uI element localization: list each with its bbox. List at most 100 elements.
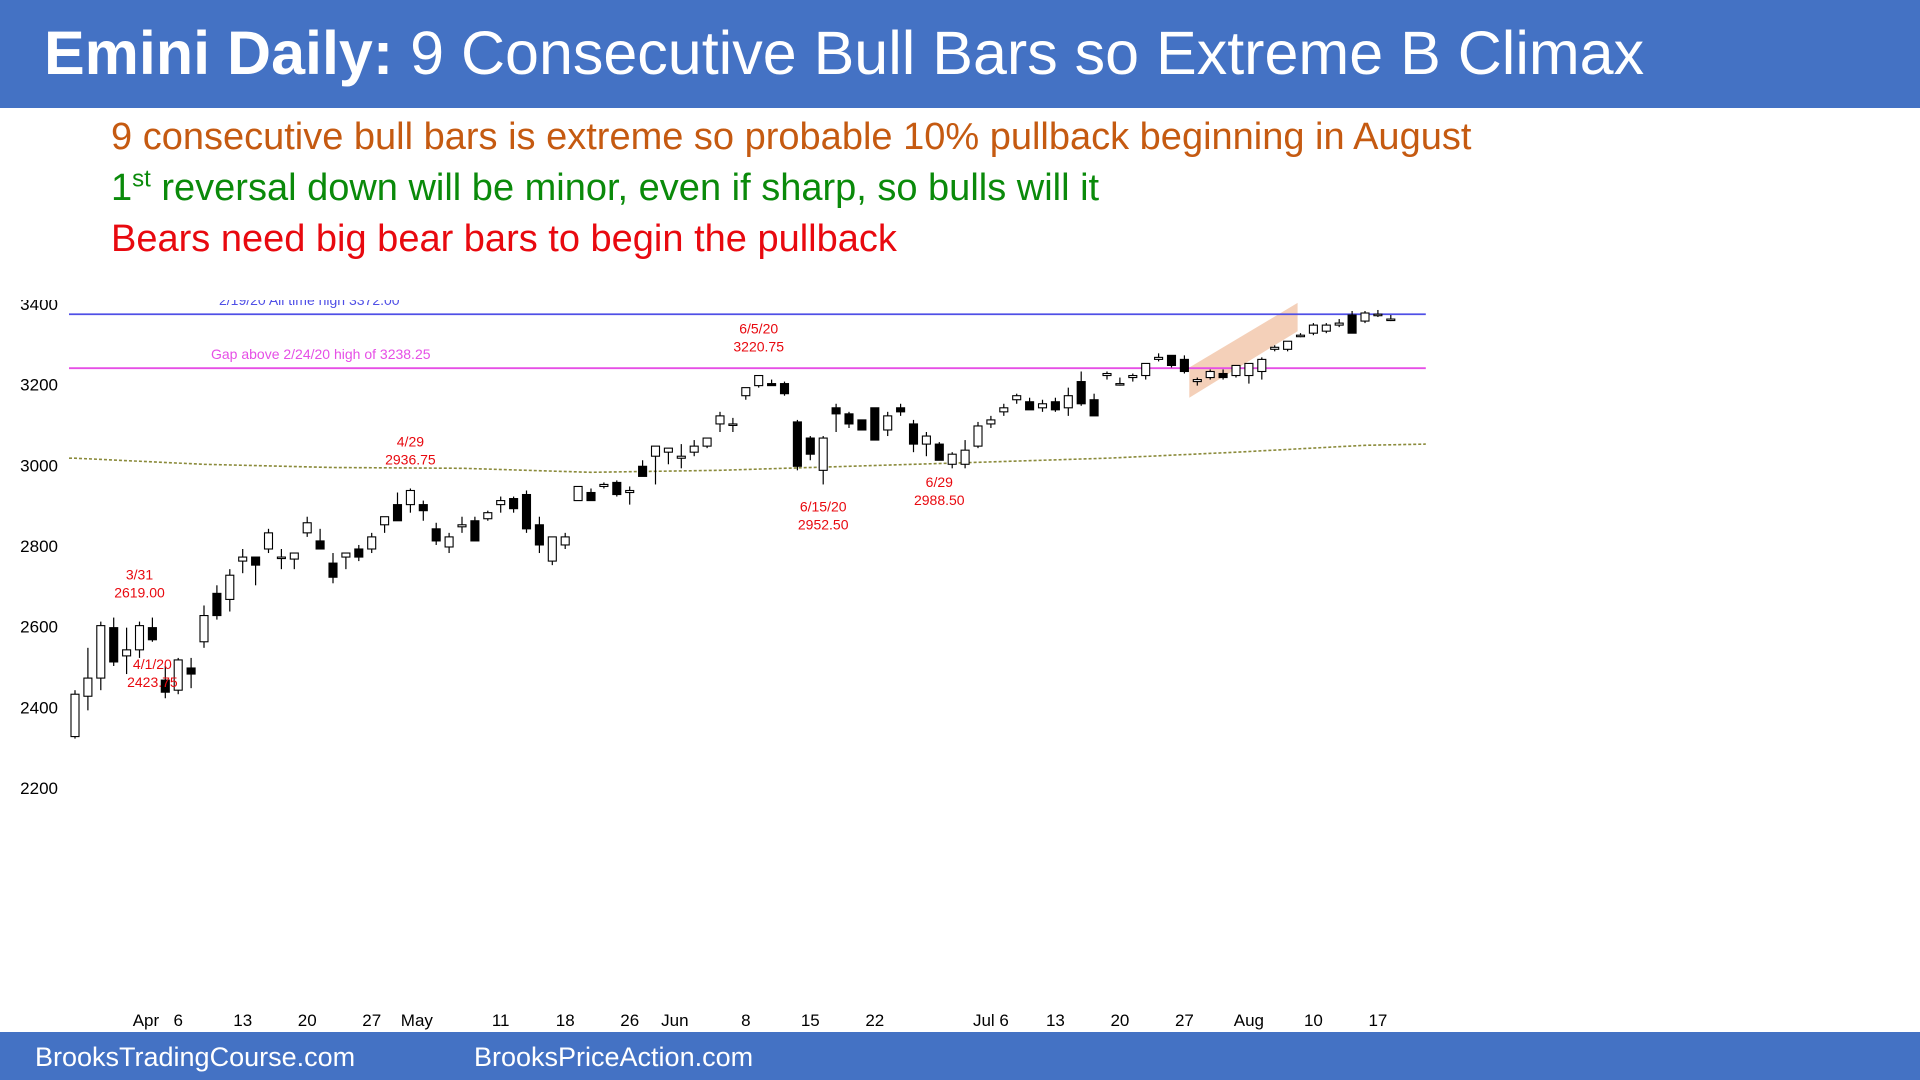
y-tick-label: 3200 [20, 376, 58, 395]
x-tick-label: 10 [1304, 1011, 1323, 1030]
bull-candle-body [728, 423, 738, 426]
candle [844, 411, 854, 428]
candle [1141, 362, 1151, 380]
bull-candle-body [1270, 346, 1280, 350]
candle [857, 419, 867, 431]
candlestick-chart: 2/19/20 All time high 3372.00 Gap above 2… [20, 300, 1426, 1030]
bear-candle-body [896, 407, 906, 413]
bear-candle-body [147, 627, 157, 641]
annotation-date: 6/15/20 [800, 498, 847, 514]
bear-candle-body [844, 413, 854, 425]
annotations-layer: 3/31 2619.00 4/1/20 2423.75 4/29 2936.75 6/5/2… [114, 321, 965, 690]
bull-candle-body [573, 485, 583, 502]
annotation-date: 6/29 [926, 474, 953, 490]
bear-candle-body [354, 548, 364, 558]
candle [1270, 345, 1280, 352]
bull-candle-body [1283, 340, 1293, 350]
bull-candle-body [1141, 362, 1151, 377]
candle [1373, 309, 1383, 318]
bull-candle-body [818, 437, 828, 471]
bear-candle-body [470, 520, 480, 542]
candle [702, 437, 712, 449]
candle [380, 516, 390, 533]
x-tick-label: May [401, 1011, 434, 1030]
candle [521, 490, 532, 533]
bull-candle-body [560, 536, 570, 546]
candle [999, 403, 1009, 416]
bull-candle-body [367, 536, 377, 550]
candle [302, 516, 312, 537]
candle [1360, 310, 1370, 324]
bear-candle-body [509, 498, 519, 510]
candle [509, 496, 519, 513]
bull-candle-body [1373, 313, 1383, 317]
candle [444, 532, 454, 554]
bear-candle-body [1179, 358, 1189, 373]
x-tick-label: Aug [1234, 1011, 1264, 1030]
candle [315, 528, 325, 550]
y-axis-layer: 2200 2400 2600 2800 3000 3200 3400 [20, 300, 58, 798]
note-reversal-suffix: st [132, 165, 151, 193]
bull-candle-body [1257, 358, 1267, 373]
candle [534, 516, 544, 554]
candle [934, 442, 944, 461]
candle [70, 690, 80, 739]
bull-candle-body [122, 649, 132, 657]
candle [663, 447, 673, 465]
annotation-price: 2952.50 [798, 516, 849, 532]
footer-banner [0, 1032, 1920, 1080]
bull-candle-body [715, 415, 725, 425]
candle [728, 417, 738, 433]
candle [625, 486, 635, 505]
bull-candle-body [1231, 364, 1241, 377]
bull-candle-body [754, 374, 764, 387]
candle [883, 411, 893, 437]
candle [896, 403, 906, 416]
bull-candle-body [921, 435, 931, 445]
bear-candle-body [328, 562, 338, 578]
candle [1179, 355, 1189, 374]
bull-candle-body [444, 536, 454, 548]
candle [1115, 377, 1125, 386]
bull-candle-body [741, 387, 751, 397]
footer-link-tradingcourse[interactable]: BrooksTradingCourse.com [35, 1042, 356, 1072]
bull-candle-body [1154, 356, 1164, 360]
candle [947, 452, 957, 469]
bull-candle-body [302, 522, 312, 534]
bear-candle-body [1089, 399, 1099, 417]
bear-candle-body [418, 504, 428, 512]
annotation-date: 4/29 [397, 433, 424, 449]
annotation-price: 3220.75 [733, 339, 784, 355]
candle [754, 374, 764, 388]
candle [741, 387, 751, 400]
bear-candle-body [805, 437, 815, 455]
bull-candle-body [663, 447, 673, 453]
candle [689, 440, 699, 457]
candle [470, 516, 480, 542]
candle [973, 421, 983, 449]
bull-candle-body [599, 483, 609, 488]
candle [676, 444, 686, 469]
y-tick-label: 2600 [20, 618, 58, 637]
bull-candle-body [1205, 370, 1215, 379]
candle [612, 480, 622, 497]
candle [1192, 377, 1202, 386]
candle [354, 544, 364, 562]
candle [328, 553, 338, 584]
bull-candle-body [1360, 312, 1370, 322]
bear-candle-body [1076, 381, 1086, 405]
bull-channel [1189, 302, 1298, 398]
title-banner [0, 0, 1920, 108]
bull-candle-body [199, 615, 209, 643]
candle [457, 516, 467, 533]
page-title-rest: 9 Consecutive Bull Bars so Extreme B Cli… [410, 19, 1645, 87]
bear-candle-body [109, 627, 119, 663]
footer-link-priceaction[interactable]: BrooksPriceAction.com [474, 1042, 754, 1072]
bull-candle-body [263, 532, 274, 550]
candle [1089, 393, 1099, 417]
candle [1166, 354, 1177, 368]
annotation-price: 2619.00 [114, 585, 165, 601]
bull-candle-body [1295, 334, 1306, 338]
candle [1050, 397, 1060, 412]
bear-candle-body [934, 443, 944, 461]
